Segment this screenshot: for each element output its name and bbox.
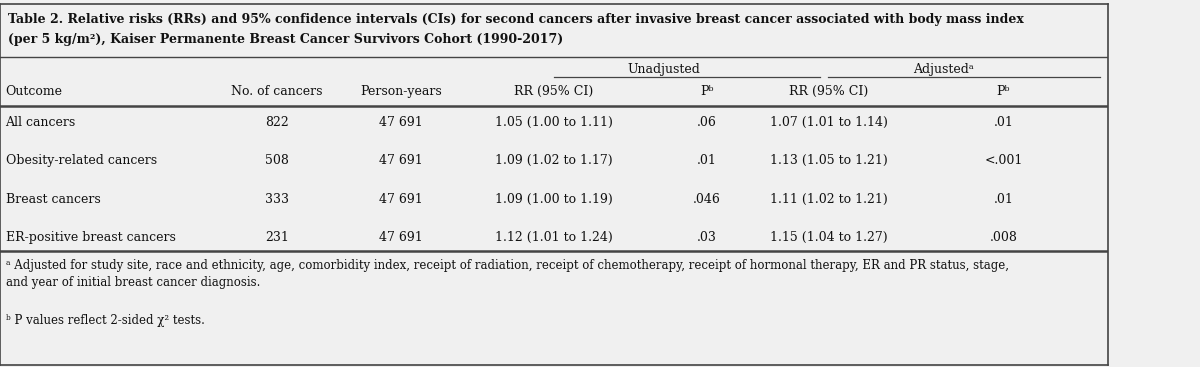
Text: 47 691: 47 691 xyxy=(379,154,422,167)
Text: 47 691: 47 691 xyxy=(379,231,422,244)
Text: No. of cancers: No. of cancers xyxy=(232,85,323,98)
Text: ER-positive breast cancers: ER-positive breast cancers xyxy=(6,231,175,244)
Text: Pᵇ: Pᵇ xyxy=(997,85,1010,98)
Text: .06: .06 xyxy=(697,116,716,128)
Text: 822: 822 xyxy=(265,116,289,128)
Text: 1.07 (1.01 to 1.14): 1.07 (1.01 to 1.14) xyxy=(769,116,888,128)
Text: Obesity-related cancers: Obesity-related cancers xyxy=(6,154,157,167)
Text: .01: .01 xyxy=(994,116,1014,128)
Text: .03: .03 xyxy=(697,231,716,244)
Text: .01: .01 xyxy=(994,193,1014,206)
Text: .046: .046 xyxy=(692,193,720,206)
Text: 333: 333 xyxy=(265,193,289,206)
Text: ᵇ P values reflect 2-sided χ² tests.: ᵇ P values reflect 2-sided χ² tests. xyxy=(6,314,204,327)
Text: .01: .01 xyxy=(697,154,716,167)
Text: <.001: <.001 xyxy=(984,154,1022,167)
Text: 47 691: 47 691 xyxy=(379,193,422,206)
Text: 1.11 (1.02 to 1.21): 1.11 (1.02 to 1.21) xyxy=(769,193,887,206)
Text: All cancers: All cancers xyxy=(6,116,76,128)
Text: Outcome: Outcome xyxy=(6,85,62,98)
Text: 1.15 (1.04 to 1.27): 1.15 (1.04 to 1.27) xyxy=(769,231,887,244)
Text: Unadjusted: Unadjusted xyxy=(628,63,700,76)
Text: 1.13 (1.05 to 1.21): 1.13 (1.05 to 1.21) xyxy=(769,154,887,167)
Text: 231: 231 xyxy=(265,231,289,244)
Text: Table 2. Relative risks (RRs) and 95% confidence intervals (CIs) for second canc: Table 2. Relative risks (RRs) and 95% co… xyxy=(7,13,1024,26)
Text: Pᵇ: Pᵇ xyxy=(700,85,714,98)
Text: 1.09 (1.02 to 1.17): 1.09 (1.02 to 1.17) xyxy=(494,154,613,167)
Text: Person-years: Person-years xyxy=(360,85,442,98)
Text: ᵃ Adjusted for study site, race and ethnicity, age, comorbidity index, receipt o: ᵃ Adjusted for study site, race and ethn… xyxy=(6,259,1008,289)
Text: (per 5 kg/m²), Kaiser Permanente Breast Cancer Survivors Cohort (1990-2017): (per 5 kg/m²), Kaiser Permanente Breast … xyxy=(7,33,563,46)
Text: 1.05 (1.00 to 1.11): 1.05 (1.00 to 1.11) xyxy=(494,116,613,128)
Text: 47 691: 47 691 xyxy=(379,116,422,128)
Text: RR (95% CI): RR (95% CI) xyxy=(514,85,594,98)
Text: 508: 508 xyxy=(265,154,289,167)
Text: Adjustedᵃ: Adjustedᵃ xyxy=(913,63,974,76)
Text: .008: .008 xyxy=(990,231,1018,244)
Text: RR (95% CI): RR (95% CI) xyxy=(788,85,868,98)
Text: Breast cancers: Breast cancers xyxy=(6,193,101,206)
Text: 1.09 (1.00 to 1.19): 1.09 (1.00 to 1.19) xyxy=(494,193,613,206)
Text: 1.12 (1.01 to 1.24): 1.12 (1.01 to 1.24) xyxy=(494,231,613,244)
